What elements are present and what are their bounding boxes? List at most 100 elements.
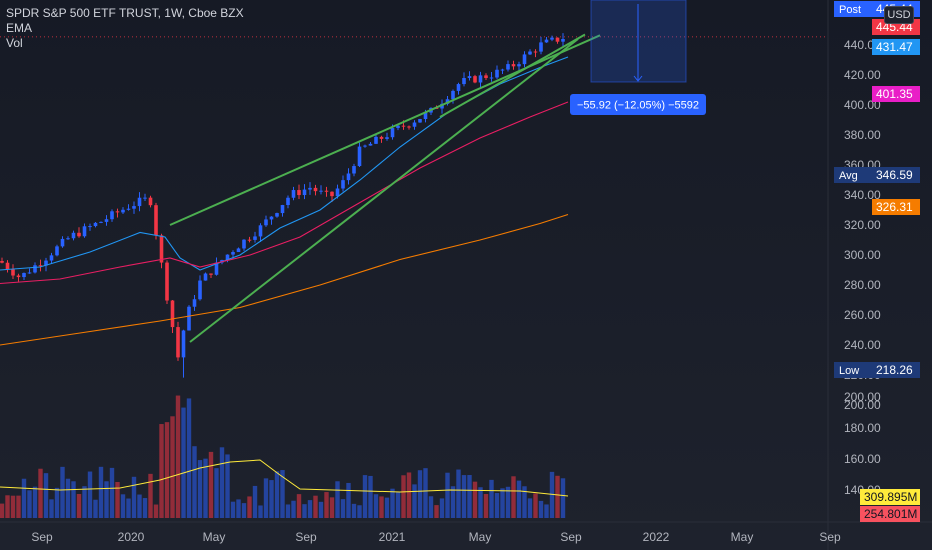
time-tick-label: 2020 bbox=[118, 530, 145, 544]
candle-body bbox=[440, 103, 444, 109]
ema-indicator-label[interactable]: EMA bbox=[6, 21, 33, 35]
price-badge: Low 218.26 bbox=[834, 362, 920, 378]
volume-bar bbox=[439, 498, 445, 518]
currency-button[interactable]: USD bbox=[884, 6, 914, 24]
volume-bar bbox=[461, 475, 467, 518]
candle-body bbox=[555, 37, 560, 42]
volume-bar bbox=[428, 496, 434, 518]
candle-body bbox=[500, 69, 505, 71]
candle-body bbox=[126, 208, 131, 210]
candle-body bbox=[368, 143, 373, 146]
volume-bar bbox=[175, 395, 181, 518]
price-badge: 431.47 bbox=[872, 39, 920, 55]
volume-bar bbox=[93, 499, 98, 518]
candle-body bbox=[225, 254, 230, 261]
volume-bar bbox=[16, 495, 21, 518]
candle-body bbox=[511, 64, 516, 67]
candle-body bbox=[137, 197, 142, 207]
volume-bar bbox=[131, 476, 137, 518]
price-badge-label-bg bbox=[834, 167, 874, 183]
volume-bar bbox=[511, 476, 516, 518]
volume-bar bbox=[126, 498, 131, 518]
candle-body bbox=[203, 273, 208, 281]
candle-body bbox=[390, 128, 395, 138]
volume-bar bbox=[329, 497, 335, 518]
candle-body bbox=[22, 272, 26, 278]
volume-bar bbox=[32, 486, 38, 518]
candle-body bbox=[27, 272, 32, 274]
candle-body bbox=[115, 211, 120, 213]
candle-body bbox=[60, 238, 65, 247]
candle-body bbox=[121, 209, 125, 213]
candle-body bbox=[132, 206, 136, 209]
time-tick-label: 2021 bbox=[379, 530, 406, 544]
volume-bar bbox=[560, 478, 566, 518]
ema-mid-line bbox=[0, 101, 569, 285]
volume-badge-value: 309.895M bbox=[864, 490, 917, 504]
price-badge-bg bbox=[872, 167, 920, 183]
volume-bar bbox=[269, 480, 274, 518]
volume-bar bbox=[434, 505, 439, 518]
vol-indicator-label[interactable]: Vol bbox=[6, 36, 23, 50]
candle-body bbox=[280, 205, 285, 214]
time-tick-label: May bbox=[731, 530, 754, 544]
candle-body bbox=[451, 90, 455, 100]
volume-bar bbox=[340, 499, 346, 518]
volume-bar bbox=[395, 491, 401, 518]
candle-body bbox=[462, 78, 466, 85]
candle-body bbox=[236, 248, 241, 253]
candle-body bbox=[401, 125, 406, 127]
price-tick-label: 440.00 bbox=[844, 38, 881, 52]
volume-bar bbox=[401, 475, 406, 518]
candle-body bbox=[0, 261, 4, 263]
price-badge-bg bbox=[872, 362, 920, 378]
volume-bar bbox=[230, 501, 236, 518]
candle-body bbox=[335, 188, 340, 197]
volume-bar bbox=[10, 495, 16, 518]
candle-body bbox=[181, 330, 186, 358]
candle-body bbox=[264, 219, 268, 226]
volume-bar bbox=[489, 479, 494, 518]
volume-bar bbox=[527, 498, 533, 518]
volume-bar bbox=[219, 447, 225, 518]
volume-bar bbox=[291, 500, 296, 518]
volume-bar bbox=[516, 480, 522, 518]
volume-bar bbox=[252, 485, 258, 518]
candle-body bbox=[71, 232, 76, 239]
candle-body bbox=[517, 64, 521, 67]
volume-bar bbox=[384, 497, 390, 518]
volume-bar bbox=[412, 484, 417, 518]
volume-bar bbox=[208, 451, 214, 518]
volume-bar bbox=[159, 424, 164, 518]
candle-body bbox=[247, 239, 252, 241]
price-tick-label: 320.00 bbox=[844, 218, 881, 232]
volume-bar bbox=[318, 501, 324, 518]
symbol-title[interactable]: SPDR S&P 500 ETF TRUST, 1W, Cboe BZX bbox=[6, 6, 244, 20]
volume-bar bbox=[417, 470, 423, 518]
candle-body bbox=[170, 300, 175, 328]
volume-bar bbox=[494, 493, 500, 518]
candle-body bbox=[82, 226, 87, 237]
candle-body bbox=[506, 64, 510, 70]
volume-bar bbox=[472, 481, 478, 518]
volume-bar bbox=[87, 471, 93, 518]
candle-body bbox=[242, 239, 246, 249]
volume-badge: 254.801M bbox=[860, 506, 920, 522]
volume-bar bbox=[549, 471, 555, 518]
volume-bar bbox=[203, 458, 208, 518]
candle-body bbox=[478, 75, 483, 83]
volume-bar bbox=[274, 471, 280, 518]
ema-long-line bbox=[0, 213, 569, 346]
candle-body bbox=[33, 265, 37, 273]
candle-body bbox=[385, 137, 389, 139]
volume-bar bbox=[390, 488, 395, 518]
candle-body bbox=[148, 197, 153, 206]
time-tick-label: May bbox=[469, 530, 492, 544]
candle-body bbox=[456, 84, 461, 91]
price-badge-label: Low bbox=[839, 365, 859, 377]
price-badge-label: Avg bbox=[839, 170, 858, 182]
volume-badge-bg bbox=[860, 489, 920, 505]
price-tick-label: 260.00 bbox=[844, 308, 881, 322]
